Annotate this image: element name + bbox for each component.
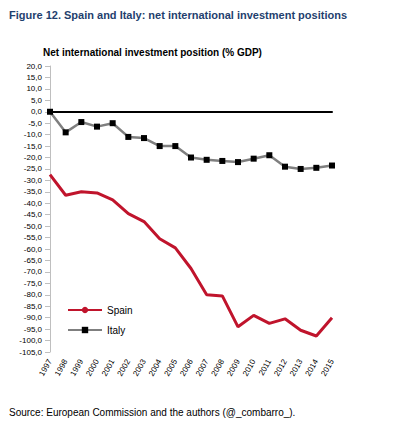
svg-text:2008: 2008 — [210, 357, 227, 377]
svg-text:Net international investment p: Net international investment position (%… — [43, 47, 262, 58]
svg-text:-45,0: -45,0 — [24, 210, 43, 219]
svg-text:-30,0: -30,0 — [24, 176, 43, 185]
svg-text:2009: 2009 — [225, 357, 242, 377]
svg-text:Source: European Commission an: Source: European Commission and the auth… — [9, 407, 295, 418]
svg-text:-15,0: -15,0 — [24, 142, 43, 151]
svg-text:2007: 2007 — [194, 357, 211, 377]
svg-text:20,0: 20,0 — [26, 62, 42, 71]
svg-text:-20,0: -20,0 — [24, 153, 43, 162]
svg-text:1999: 1999 — [69, 357, 86, 377]
svg-text:-85,0: -85,0 — [24, 302, 43, 311]
svg-text:2002: 2002 — [116, 357, 133, 377]
svg-text:-5,0: -5,0 — [28, 119, 42, 128]
svg-text:2015: 2015 — [319, 357, 336, 377]
svg-text:-80,0: -80,0 — [24, 290, 43, 299]
svg-text:Spain: Spain — [107, 305, 133, 316]
svg-text:-10,0: -10,0 — [24, 130, 43, 139]
svg-text:5,0: 5,0 — [31, 96, 43, 105]
svg-text:10,0: 10,0 — [26, 84, 42, 93]
svg-text:2000: 2000 — [84, 357, 101, 377]
svg-text:-35,0: -35,0 — [24, 187, 43, 196]
svg-text:-70,0: -70,0 — [24, 267, 43, 276]
svg-text:Italy: Italy — [107, 325, 125, 336]
svg-text:2014: 2014 — [304, 357, 321, 377]
svg-text:1998: 1998 — [53, 357, 70, 377]
svg-text:2003: 2003 — [131, 357, 148, 377]
svg-text:1997: 1997 — [37, 357, 54, 377]
svg-text:2010: 2010 — [241, 357, 258, 377]
svg-text:Figure 12. Spain and Italy: ne: Figure 12. Spain and Italy: net internat… — [9, 9, 347, 21]
svg-text:2013: 2013 — [288, 357, 305, 377]
svg-text:-105,0: -105,0 — [19, 348, 42, 357]
svg-text:-60,0: -60,0 — [24, 245, 43, 254]
svg-text:-25,0: -25,0 — [24, 164, 43, 173]
svg-text:2001: 2001 — [100, 357, 117, 377]
svg-text:-55,0: -55,0 — [24, 233, 43, 242]
svg-text:-95,0: -95,0 — [24, 325, 43, 334]
svg-text:2012: 2012 — [272, 357, 289, 377]
svg-text:-90,0: -90,0 — [24, 313, 43, 322]
svg-text:2006: 2006 — [178, 357, 195, 377]
svg-text:-40,0: -40,0 — [24, 199, 43, 208]
svg-text:2005: 2005 — [163, 357, 180, 377]
svg-text:-100,0: -100,0 — [19, 336, 42, 345]
svg-text:-75,0: -75,0 — [24, 279, 43, 288]
svg-text:2004: 2004 — [147, 357, 164, 377]
svg-text:15,0: 15,0 — [26, 73, 42, 82]
svg-text:-65,0: -65,0 — [24, 256, 43, 265]
svg-text:-50,0: -50,0 — [24, 222, 43, 231]
svg-text:2011: 2011 — [257, 357, 274, 377]
svg-text:0,0: 0,0 — [31, 107, 43, 116]
